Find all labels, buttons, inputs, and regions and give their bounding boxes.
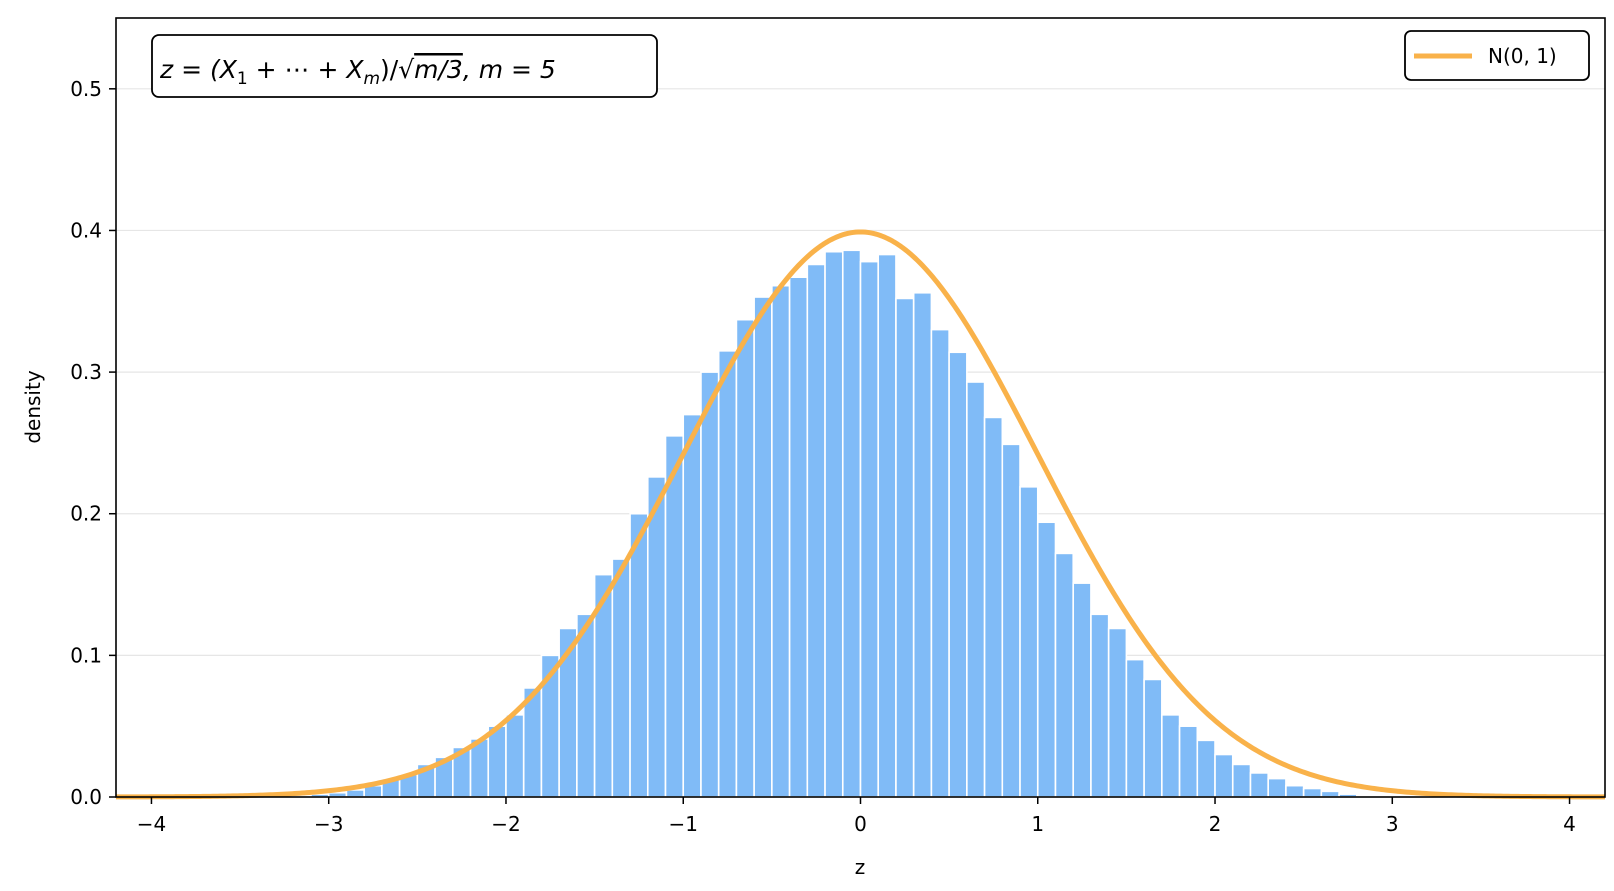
formula-text: z = (X1 + ⋯ + Xm)/√m/3, m = 5 [159, 55, 556, 89]
y-axis-ticks: 0.0 0.1 0.2 0.3 0.4 0.5 [70, 77, 116, 809]
histogram-bar [1196, 739, 1216, 798]
y-tick-label: 0.4 [70, 218, 102, 242]
histogram-bar [859, 260, 880, 798]
normal-pdf-curve [115, 229, 1606, 800]
histogram-bar [948, 351, 968, 798]
histogram-bar [983, 416, 1004, 798]
formula-annotation: z = (X1 + ⋯ + Xm)/√m/3, m = 5 [151, 34, 658, 98]
histogram-bar [576, 613, 596, 798]
legend: N(0, 1) [1404, 30, 1590, 81]
histogram-bar [717, 350, 738, 798]
histogram-bar [1019, 486, 1039, 798]
formula-box [151, 34, 658, 98]
legend-box [1404, 30, 1590, 81]
histogram-bar [1214, 753, 1234, 798]
histogram-bar [1249, 772, 1270, 798]
histogram-bar [1285, 784, 1305, 798]
y-tick-label: 0.0 [70, 785, 102, 809]
histogram-bar [841, 249, 862, 798]
histogram-bar [877, 253, 897, 798]
x-tick-label: −4 [137, 812, 166, 836]
histogram-bar [788, 276, 809, 798]
y-tick-label: 0.1 [70, 643, 102, 667]
histogram-bar [1320, 790, 1340, 798]
x-tick-label: 1 [1031, 812, 1044, 836]
histogram-bar [1036, 521, 1057, 798]
x-tick-label: −2 [491, 812, 520, 836]
histogram-bar [682, 413, 702, 798]
histogram-bar [771, 284, 791, 798]
histogram-bar [664, 435, 685, 798]
normal-curve-layer [115, 229, 1606, 800]
x-tick-label: −3 [314, 812, 343, 836]
x-tick-label: 2 [1209, 812, 1222, 836]
histogram-bar [1090, 613, 1110, 798]
histogram-bar [1054, 552, 1075, 798]
histogram-bar [1125, 658, 1145, 798]
histogram-bar [629, 512, 649, 798]
y-tick-label: 0.5 [70, 77, 102, 101]
histogram-bar [611, 558, 631, 798]
histogram-bar [966, 381, 986, 798]
histogram-bar [1072, 582, 1092, 798]
legend-label: N(0, 1) [1488, 44, 1557, 68]
histogram-bar [646, 476, 667, 798]
histogram-bar [505, 714, 525, 798]
histogram-bar [912, 291, 933, 798]
y-tick-label: 0.3 [70, 360, 102, 384]
histogram-bar [487, 725, 507, 798]
histogram-bar [753, 296, 773, 798]
x-tick-label: 4 [1563, 812, 1576, 836]
histogram-bar [1107, 627, 1128, 798]
histogram-bar [806, 263, 826, 798]
histogram-bar [1178, 725, 1199, 798]
histogram-bar [1267, 777, 1287, 798]
histogram-bar [1143, 678, 1163, 798]
histogram-bar [735, 318, 755, 798]
histogram-bar [1231, 763, 1252, 798]
histogram-bar [345, 789, 365, 798]
histogram-bar [700, 371, 720, 798]
x-tick-label: 3 [1386, 812, 1399, 836]
y-axis-label: density [21, 370, 45, 443]
histogram-bar [824, 250, 844, 798]
histogram-bar [1302, 787, 1323, 798]
x-axis-label: z [855, 855, 866, 879]
histogram-bar [895, 297, 915, 798]
histogram-bar [930, 328, 950, 798]
x-axis-ticks: −4 −3 −2 −1 0 1 2 3 4 [137, 797, 1576, 836]
x-tick-label: 0 [854, 812, 867, 836]
histogram-bar [1001, 443, 1021, 798]
y-tick-label: 0.2 [70, 502, 102, 526]
x-tick-label: −1 [668, 812, 697, 836]
histogram-bar [1161, 714, 1181, 798]
